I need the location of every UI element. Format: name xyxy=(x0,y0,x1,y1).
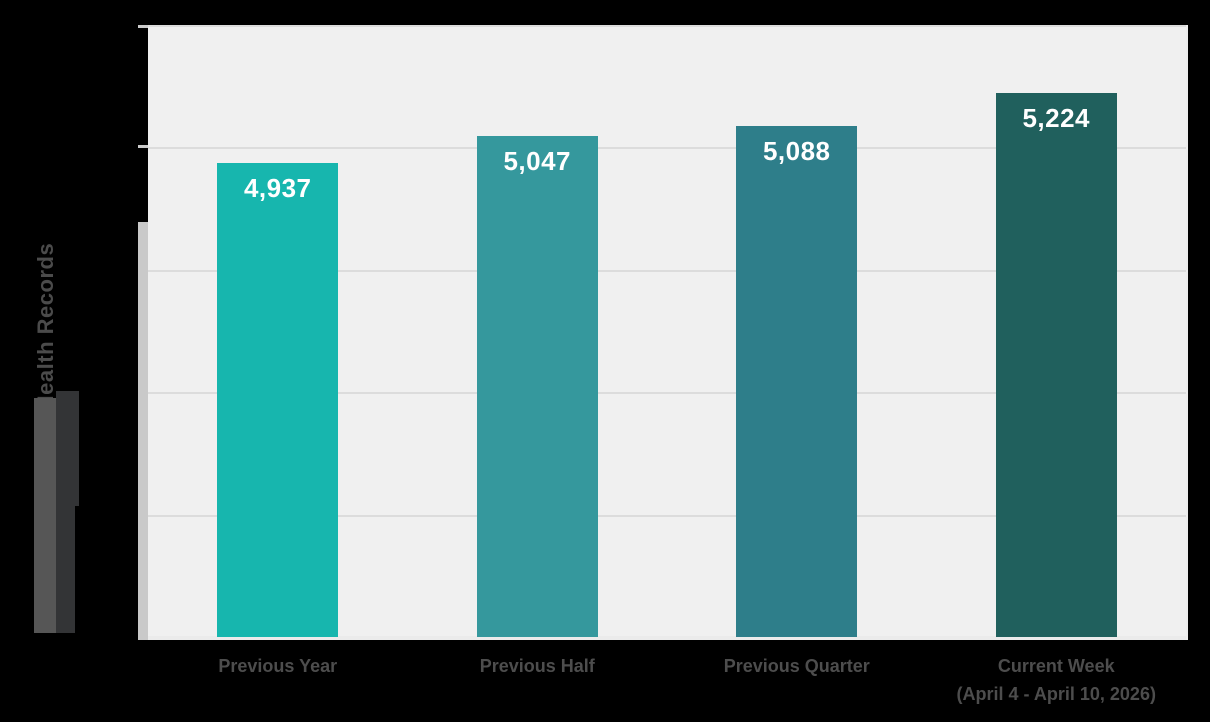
x-axis-label-line: Previous Year xyxy=(218,656,338,676)
x-axis-baseline xyxy=(148,636,1186,640)
bar-1: 4,937 xyxy=(217,162,339,637)
gray-overlay-block-medium xyxy=(34,398,56,633)
bar-value-label: 5,047 xyxy=(503,145,572,176)
x-axis-label-3: Previous Quarter xyxy=(647,652,947,714)
x-axis-label-2: Previous Half xyxy=(388,652,688,714)
bar-3: 5,088 xyxy=(736,125,858,637)
bar-value-label: 5,224 xyxy=(1022,102,1091,133)
x-axis-label-line: Previous Half xyxy=(479,656,595,676)
gray-overlay-block-dark xyxy=(56,391,79,506)
x-axis-label-4: Current Week (April 4 - April 10, 2026) xyxy=(907,652,1207,714)
gridline xyxy=(148,392,1186,395)
y-axis-tick xyxy=(138,145,148,148)
gridline xyxy=(148,25,1186,27)
bar-value-label: 5,088 xyxy=(762,135,831,166)
x-axis-label-line: (April 4 - April 10, 2026) xyxy=(956,684,1156,704)
y-axis-title: Health Records xyxy=(33,242,58,412)
y-axis-tick xyxy=(138,25,148,28)
gridline xyxy=(148,147,1186,150)
y-axis-band xyxy=(138,222,149,640)
bar-2: 5,047 xyxy=(476,135,598,637)
gridline xyxy=(148,269,1186,272)
x-axis-label-line: Previous Quarter xyxy=(723,656,870,676)
gray-overlay-block-dark-lower xyxy=(56,506,75,633)
gridline xyxy=(148,514,1186,517)
x-axis-label-line: Current Week xyxy=(997,656,1115,676)
bar-value-label: 4,937 xyxy=(243,172,312,203)
x-axis-label-1: Previous Year xyxy=(128,652,428,714)
bar-4: 5,224 xyxy=(995,92,1117,637)
